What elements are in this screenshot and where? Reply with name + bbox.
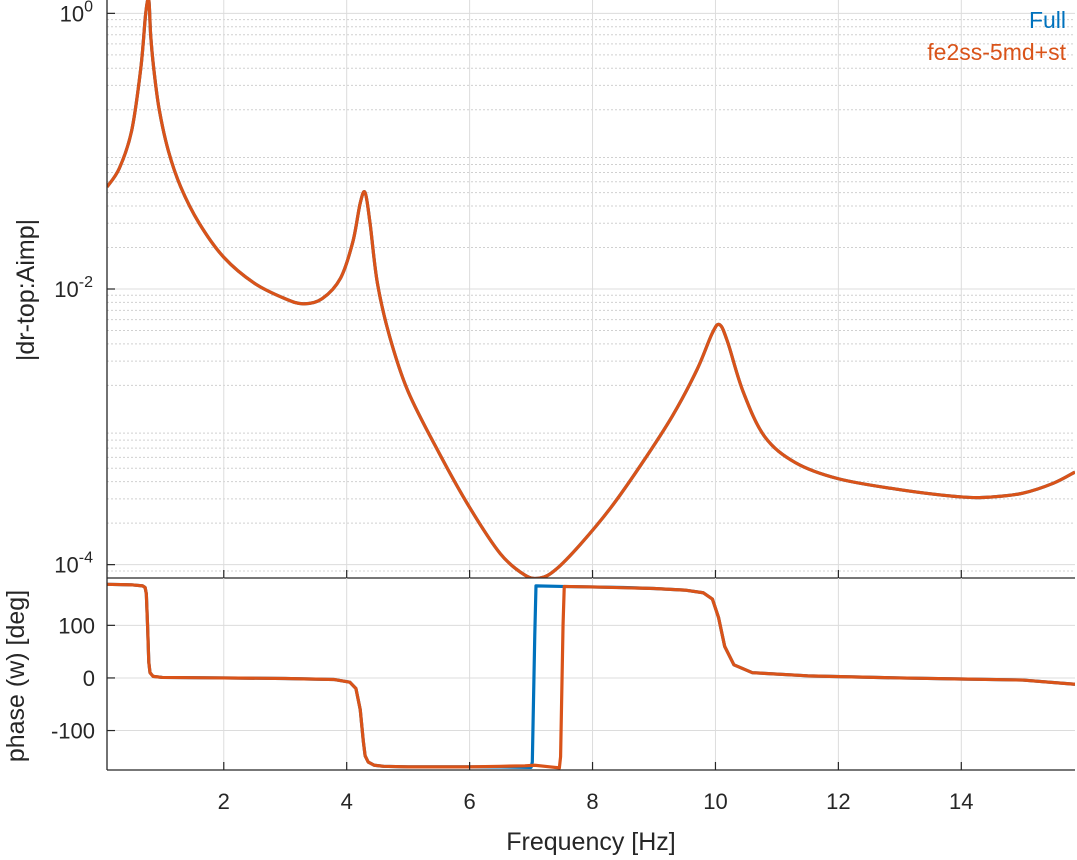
magnitude-y-ticks: 10-4 10-2 100 — [54, 0, 115, 578]
x-tick-label: 8 — [586, 789, 598, 814]
y-tick-label: 10-2 — [54, 274, 93, 302]
magnitude-panel: 10-4 10-2 100 |dr-top:Aimp| Full fe2ss-5md… — [12, 0, 1075, 579]
magnitude-minor-grid — [107, 19, 1075, 579]
legend-item-full: Full — [1029, 7, 1066, 33]
y-tick-label: -100 — [51, 719, 95, 744]
x-tick-label: 4 — [341, 789, 353, 814]
magnitude-lines — [107, 0, 1075, 578]
phase-y-ticks: -100 0 100 — [51, 613, 115, 744]
legend-item-fe2ss: fe2ss-5md+st — [927, 39, 1066, 65]
x-tick-label: 2 — [218, 789, 230, 814]
phase-panel: -100 0 100 2 4 6 8 10 12 14 phase (w) [deg] Freq… — [2, 578, 1075, 856]
phase-y-axis-label: phase (w) [deg] — [2, 590, 30, 762]
magnitude-major-grid — [107, 0, 1075, 578]
legend: Full fe2ss-5md+st — [927, 7, 1066, 65]
x-tick-label: 10 — [703, 789, 727, 814]
x-tick-label: 6 — [463, 789, 475, 814]
magnitude-x-ticks — [223, 570, 962, 578]
y-tick-label: 100 — [60, 0, 93, 26]
x-tick-label: 12 — [826, 789, 850, 814]
magnitude-y-axis-label: |dr-top:Aimp| — [12, 219, 40, 361]
y-tick-label: 100 — [58, 613, 95, 638]
x-tick-label: 14 — [949, 789, 973, 814]
y-tick-label: 10-4 — [54, 550, 93, 578]
x-axis-label: Frequency [Hz] — [506, 828, 676, 856]
magnitude-series-fe2ss — [107, 0, 1075, 578]
phase-x-ticks: 2 4 6 8 10 12 14 — [218, 762, 974, 814]
y-tick-label: 0 — [83, 666, 95, 691]
